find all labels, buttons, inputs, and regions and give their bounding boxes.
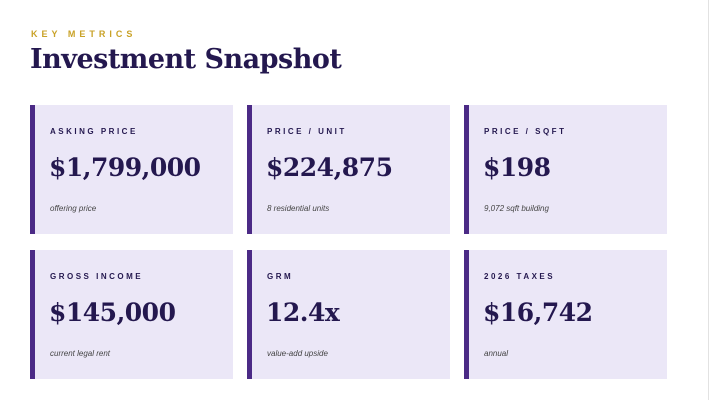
metric-card: PRICE / UNIT $224,875 8 residential units <box>247 105 450 234</box>
metric-value: $198 <box>483 153 551 182</box>
metric-card: GROSS INCOME $145,000 current legal rent <box>30 250 233 379</box>
metric-note: annual <box>484 349 509 358</box>
card-grid: ASKING PRICE $1,799,000 offering price PRIC… <box>30 105 667 379</box>
metric-card: GRM 12.4x value-add upside <box>247 250 450 379</box>
metric-value: $16,742 <box>483 298 593 327</box>
metric-value: 12.4x <box>266 298 340 327</box>
metric-label: PRICE / UNIT <box>267 127 347 136</box>
metric-label: GRM <box>267 272 294 281</box>
metric-label: GROSS INCOME <box>50 272 144 281</box>
eyebrow: KEY METRICS <box>31 29 137 39</box>
metric-label: PRICE / SQFT <box>484 127 567 136</box>
metric-card: ASKING PRICE $1,799,000 offering price <box>30 105 233 234</box>
metric-value: $224,875 <box>266 153 393 182</box>
metric-note: current legal rent <box>50 349 111 358</box>
metric-value: $145,000 <box>49 298 176 327</box>
metric-note: offering price <box>50 204 97 213</box>
metric-label: 2026 TAXES <box>484 272 556 281</box>
metric-label: ASKING PRICE <box>50 127 138 136</box>
metric-card: 2026 TAXES $16,742 annual <box>464 250 667 379</box>
title: Investment Snapshot <box>30 44 342 75</box>
metric-note: value-add upside <box>267 349 328 358</box>
metric-card: PRICE / SQFT $198 9,072 sqft building <box>464 105 667 234</box>
metric-note: 9,072 sqft building <box>484 204 549 213</box>
metric-note: 8 residential units <box>267 204 330 213</box>
edge-line <box>708 0 709 400</box>
metric-value: $1,799,000 <box>49 153 201 182</box>
